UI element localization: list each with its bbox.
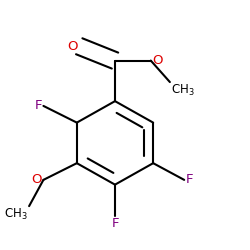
Text: O: O xyxy=(152,54,162,67)
Text: CH$_3$: CH$_3$ xyxy=(4,207,28,222)
Text: O: O xyxy=(32,174,42,186)
Text: F: F xyxy=(35,100,42,112)
Text: F: F xyxy=(111,217,119,230)
Text: O: O xyxy=(68,40,78,53)
Text: F: F xyxy=(186,174,193,186)
Text: CH$_3$: CH$_3$ xyxy=(171,83,195,98)
